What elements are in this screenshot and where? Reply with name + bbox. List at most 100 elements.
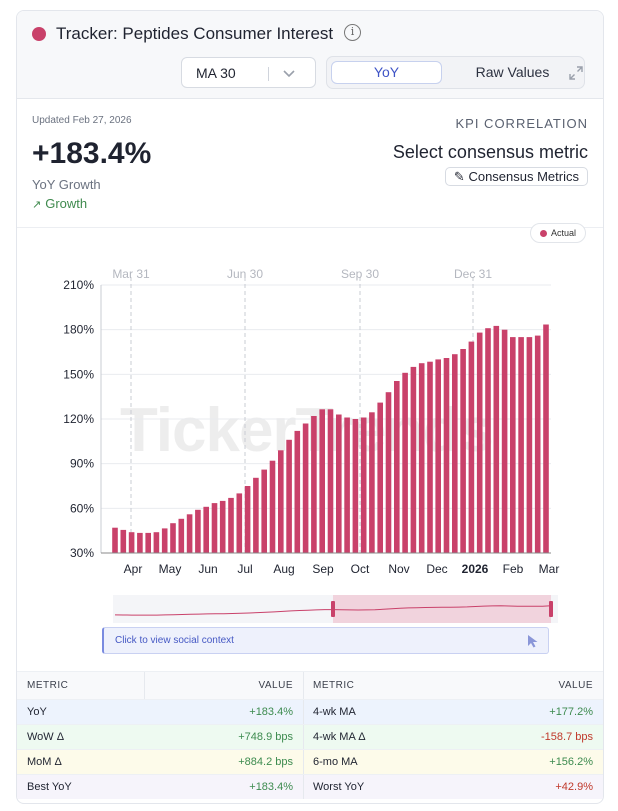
y-tick-label: 150%	[63, 367, 94, 381]
x-tick-label: Nov	[388, 562, 409, 576]
x-tick-label: Sep	[312, 562, 334, 576]
toggle-raw-values[interactable]: Raw Values	[475, 64, 550, 80]
table-header-value: VALUE	[258, 680, 293, 691]
chevron-down-icon	[283, 70, 295, 78]
bar	[369, 412, 375, 553]
metric-value: +42.9%	[555, 781, 593, 793]
x-tick-label: Aug	[273, 562, 294, 576]
navigator-left-handle[interactable]	[331, 601, 335, 617]
x-tick-label: Feb	[503, 562, 524, 576]
metric-name: 4-wk MA Δ	[313, 731, 366, 743]
updated-timestamp: Updated Feb 27, 2026	[32, 115, 132, 126]
bar	[427, 361, 433, 553]
column-divider	[303, 750, 304, 774]
bar	[402, 372, 408, 553]
metric-name: WoW Δ	[27, 731, 65, 743]
column-divider	[303, 775, 304, 799]
cursor-icon	[528, 635, 538, 648]
metric-name: Best YoY	[27, 781, 72, 793]
bar	[476, 332, 483, 553]
bar	[244, 486, 251, 553]
bar	[518, 337, 524, 553]
y-tick-label: 30%	[70, 546, 94, 560]
bar	[468, 341, 475, 553]
metric-value: +177.2%	[549, 706, 593, 718]
bar	[352, 419, 359, 553]
expand-icon[interactable]	[569, 66, 583, 80]
bar	[178, 518, 185, 553]
bar	[443, 358, 450, 553]
bar	[418, 363, 425, 553]
bar	[534, 335, 541, 553]
social-context-link[interactable]: Click to view social context	[102, 627, 549, 654]
bar	[410, 366, 417, 553]
column-divider	[303, 672, 304, 699]
y-tick-label: 120%	[63, 412, 94, 426]
table-row: Best YoY +183.4% Worst YoY +42.9%	[17, 774, 603, 799]
y-tick-label: 210%	[63, 278, 94, 292]
bar	[120, 529, 127, 553]
bar	[137, 532, 143, 553]
bar	[501, 329, 508, 553]
kpi-correlation-title: KPI CORRELATION	[455, 116, 588, 131]
bar	[344, 417, 350, 553]
bar	[394, 381, 400, 553]
metric-value: +183.4%	[249, 706, 293, 718]
bar	[493, 325, 500, 553]
y-tick-label: 60%	[70, 501, 94, 515]
legend-actual[interactable]: Actual	[530, 223, 587, 243]
bar	[278, 450, 284, 553]
kpi-value: +183.4%	[32, 137, 152, 170]
bar	[112, 527, 118, 553]
legend-dot	[540, 230, 547, 237]
metric-value: +748.9 bps	[238, 731, 293, 743]
info-icon[interactable]: i	[344, 24, 361, 41]
range-navigator[interactable]	[113, 595, 558, 623]
metric-name: YoY	[27, 706, 47, 718]
bar	[294, 430, 301, 553]
moving-average-value: MA 30	[196, 65, 236, 81]
metric-name: MoM Δ	[27, 756, 62, 768]
bar	[170, 523, 176, 553]
bar	[385, 392, 392, 553]
quarter-marker-label: Dec 31	[454, 267, 492, 281]
bar	[435, 359, 441, 553]
x-tick-label: Jun	[198, 562, 217, 576]
y-tick-label: 180%	[63, 323, 94, 337]
bar	[211, 503, 218, 553]
consensus-metrics-label: Consensus Metrics	[468, 169, 579, 184]
navigator-right-handle[interactable]	[549, 601, 553, 617]
moving-average-select[interactable]: MA 30	[181, 57, 316, 88]
bar	[485, 328, 491, 553]
table-row: MoM Δ +884.2 bps 6-mo MA +156.2%	[17, 749, 603, 774]
bar	[452, 354, 458, 553]
section-divider	[17, 227, 603, 228]
kpi-label: YoY Growth	[32, 177, 101, 192]
bar	[186, 514, 193, 553]
consensus-metrics-button[interactable]: ✎ Consensus Metrics	[444, 167, 588, 186]
toggle-yoy[interactable]: YoY	[331, 61, 442, 84]
x-tick-label: Dec	[426, 562, 447, 576]
metric-value: +884.2 bps	[238, 756, 293, 768]
trend-label: Growth	[45, 196, 88, 211]
bar	[153, 532, 160, 553]
bar	[543, 324, 549, 553]
bar	[311, 416, 317, 553]
consensus-prompt: Select consensus metric	[392, 142, 588, 162]
bar	[377, 402, 383, 553]
metric-value: +156.2%	[549, 756, 593, 768]
view-toggle: YoY Raw Values	[326, 56, 585, 89]
column-divider	[303, 725, 304, 749]
trend-indicator: ↗ Growth	[32, 196, 87, 211]
table-header-metric: METRIC	[27, 680, 69, 691]
metric-name: 4-wk MA	[313, 706, 356, 718]
yoy-bar-chart: 30% 60% 90% 120% 150% 180% 210% Mar 31 Jun 30 Sep…	[63, 267, 559, 576]
bar	[510, 337, 516, 553]
bar	[145, 532, 151, 553]
x-tick-label: Jul	[237, 562, 252, 576]
bar	[128, 532, 135, 553]
card-title: Tracker: Peptides Consumer Interest	[56, 24, 334, 43]
navigator-selection	[333, 595, 551, 623]
table-header-row: METRIC VALUE METRIC VALUE	[17, 671, 603, 699]
bar	[261, 469, 267, 553]
